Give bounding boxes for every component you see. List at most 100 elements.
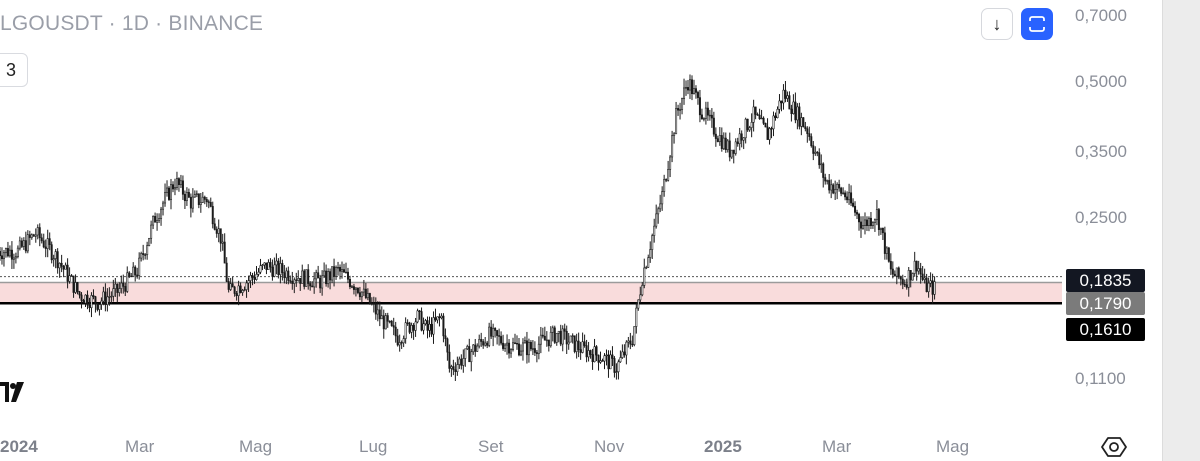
candle-body [738,133,741,145]
candle-body [342,269,345,273]
candle-body [486,342,489,346]
candle-body [285,270,288,279]
candle-body [114,283,117,289]
candle-body [506,342,509,346]
candle-body [810,136,813,147]
candle-body [627,340,630,343]
candle-body [915,260,918,272]
scroll-to-latest-button[interactable]: ↓ [981,8,1013,40]
candle-body [704,107,707,119]
candle-body [138,257,141,276]
candle-body [714,133,717,139]
candle-body [635,307,638,327]
candle-body [543,335,546,341]
candle-body [16,247,19,258]
candle-body [215,229,218,234]
candle-body [414,321,417,331]
candle-body [209,202,212,207]
candle-body [269,262,272,268]
candle-body [191,196,194,209]
candle-body [891,268,894,275]
candle-body [913,260,916,274]
candle-body [227,281,230,290]
candle-body [818,152,821,166]
candle-body [824,177,827,182]
candle-body [681,98,684,110]
candle-body [653,225,656,236]
candle-body [245,282,248,290]
candle-body [68,275,71,282]
candle-body [806,128,809,134]
candle-body [239,285,242,293]
candle-body [247,280,250,284]
candle-body [406,322,409,324]
auto-scale-button[interactable] [1021,8,1053,40]
candle-body [541,334,544,337]
candle-body [315,272,318,280]
candle-body [559,330,562,345]
candle-body [436,316,439,321]
candle-body [323,270,326,277]
candle-body [368,293,371,304]
candle-body [362,288,365,293]
candle-body [581,341,584,353]
candle-body [899,276,902,280]
candle-body [521,342,524,352]
candle-body [685,87,688,89]
candle-body [838,184,841,189]
time-tick: Mag [239,437,273,456]
candle-body [78,291,81,296]
candle-body [402,338,405,344]
candle-body [257,271,260,275]
candle-body [116,283,119,293]
candle-body [603,355,606,362]
candle-body [432,317,435,335]
candle-body [629,340,632,345]
candle-body [120,282,123,289]
candle-body [925,277,928,293]
candle-body [917,268,920,272]
candle-body [645,266,648,269]
candle-body [500,336,503,344]
candle-body [271,266,274,277]
candle-body [40,237,43,242]
candle-body [177,178,180,186]
arrow-down-icon: ↓ [992,13,1002,34]
candle-body [609,354,612,370]
candle-body [30,234,33,238]
chart-settings-gear-icon[interactable] [1101,434,1127,460]
candle-body [607,354,610,370]
interval-chip[interactable]: 3 [0,53,28,87]
candle-body [832,184,835,194]
candle-body [187,192,190,198]
right-scrollbar-strip [1162,0,1200,461]
candle-body [736,141,739,145]
candle-body [667,169,670,181]
candle-body [88,304,91,309]
candle-body [434,317,437,321]
time-tick: Mar [125,437,155,456]
candle-body [861,225,864,229]
candle-body [889,261,892,270]
candle-body [12,257,15,260]
candle-body [60,262,63,267]
candlestick-chart[interactable] [0,0,1162,461]
candle-body [515,343,518,345]
candle-body [549,331,552,347]
candle-body [305,269,308,287]
candle-body [867,217,870,227]
candle-body [669,156,672,170]
time-tick: Nov [594,437,625,456]
candle-body [814,151,817,154]
candle-body [48,238,51,245]
candle-body [134,266,137,276]
candle-body [722,137,725,149]
candle-body [136,274,139,277]
time-tick: Mag [936,437,970,456]
candle-body [233,286,236,294]
candle-body [108,296,111,298]
candle-body [26,234,29,252]
candle-body [718,135,721,142]
candle-body [873,219,876,223]
candle-body [708,114,711,117]
